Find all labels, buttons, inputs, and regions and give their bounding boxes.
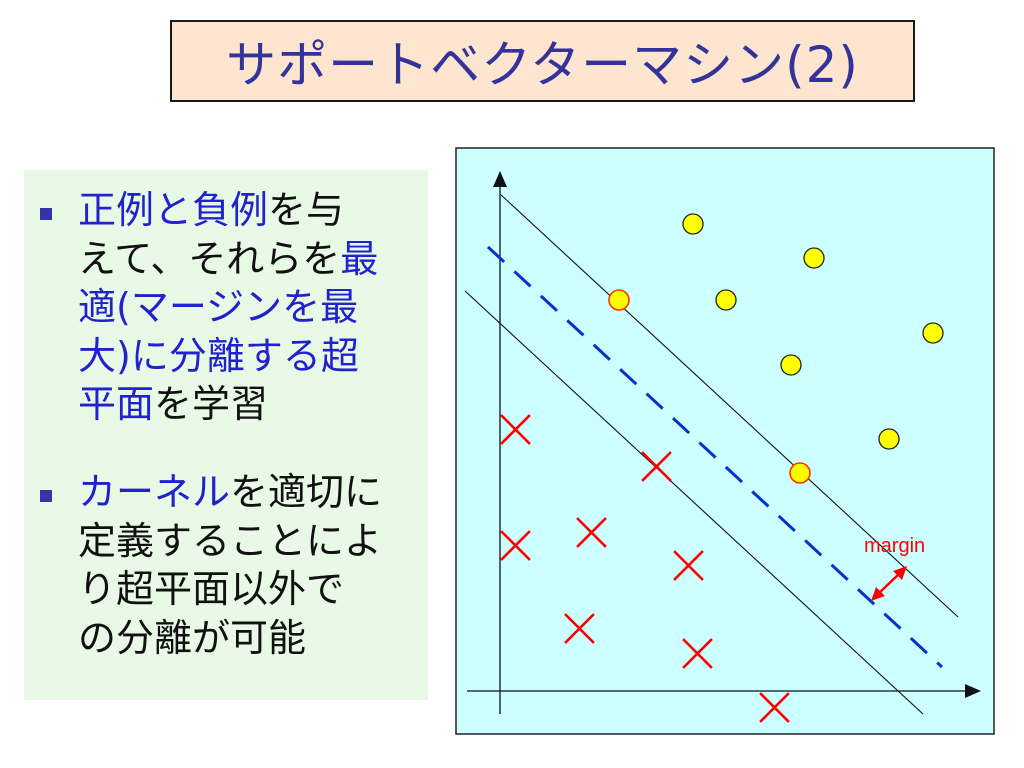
bullet-line: 適(マージンを最 — [78, 283, 378, 332]
negative-point — [759, 692, 790, 723]
bullet-line: 大)に分離する超 — [78, 332, 378, 381]
bullet-line: の分離が可能 — [78, 614, 382, 663]
bullet-text-2: カーネルを適切に 定義することによ り超平面以外で の分離が可能 — [78, 468, 382, 662]
separating-hyperplane — [486, 245, 944, 669]
highlighted-text: 大)に分離する超 — [78, 333, 359, 378]
positive-point — [878, 428, 900, 450]
margin-arrow — [877, 572, 901, 595]
text-panel: 正例と負例を与 えて、それらを最 適(マージンを最 大)に分離する超 平面を学習 カーネ… — [24, 170, 428, 700]
body-text: えて、それらを — [78, 236, 341, 281]
y-axis-arrow-icon — [493, 171, 507, 187]
negative-point — [673, 550, 704, 581]
body-text: り超平面以外で — [78, 567, 345, 611]
body-text: を与 — [268, 188, 345, 232]
highlighted-text: カーネル — [78, 470, 231, 514]
highlighted-text: 最 — [340, 236, 379, 281]
positive-point — [922, 322, 944, 344]
x-axis-arrow-icon — [965, 684, 981, 698]
negative-point — [682, 638, 713, 669]
body-text: 定義することによ — [78, 518, 383, 563]
bullet-line: えて、それらを最 — [78, 235, 378, 284]
positive-point — [803, 247, 825, 269]
lower-margin-line — [464, 290, 924, 715]
highlighted-text: 適(マージンを最 — [78, 285, 359, 329]
negative-point — [576, 517, 607, 548]
body-text: の分離が可能 — [78, 615, 307, 660]
bullet-line: 平面を学習 — [78, 380, 378, 429]
diagram-background — [455, 147, 995, 735]
upper-margin-line — [499, 193, 959, 618]
bullet-line: り超平面以外で — [78, 565, 382, 614]
support-vector-positive — [789, 462, 811, 484]
bullet-line: 正例と負例を与 — [78, 186, 378, 235]
negative-point — [641, 451, 672, 482]
positive-point — [780, 354, 802, 376]
title-box: サポートベクターマシン(2) — [170, 20, 915, 102]
bullet-marker-1 — [40, 208, 52, 220]
bullet-marker-2 — [40, 490, 52, 502]
negative-point — [500, 414, 531, 445]
margin-label: margin — [864, 535, 925, 557]
svm-diagram: margin — [455, 147, 995, 735]
page-title: サポートベクターマシン(2) — [226, 36, 859, 94]
support-vector-positive — [608, 289, 630, 311]
margin-arrowhead-icon — [893, 566, 907, 580]
bullet-text-1: 正例と負例を与 えて、それらを最 適(マージンを最 大)に分離する超 平面を学習 — [78, 186, 378, 429]
negative-point — [500, 530, 531, 561]
margin-arrowhead-icon — [871, 587, 885, 601]
body-text: を適切に — [230, 470, 383, 514]
highlighted-text: 正例と負例 — [78, 188, 269, 232]
bullet-line: カーネルを適切に — [78, 468, 382, 517]
positive-point — [715, 289, 737, 311]
negative-point — [564, 613, 595, 644]
highlighted-text: 平面 — [78, 382, 155, 426]
positive-point — [682, 213, 704, 235]
bullet-line: 定義することによ — [78, 517, 382, 566]
body-text: を学習 — [154, 382, 269, 426]
